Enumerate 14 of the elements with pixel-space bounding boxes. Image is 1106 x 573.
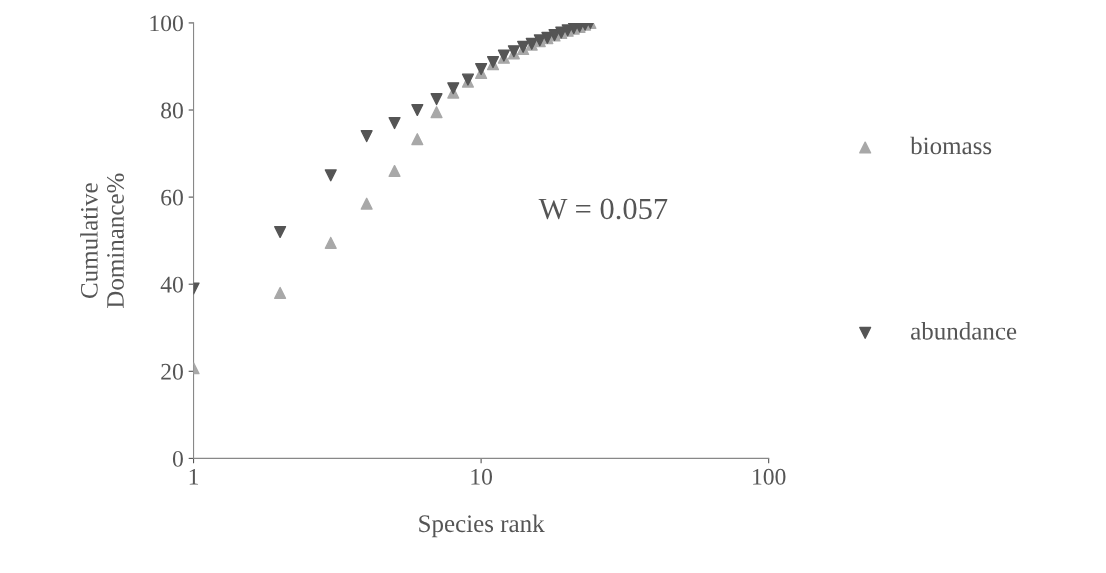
y-axis-title: Cumulative Dominance%	[80, 173, 124, 308]
y-tick-label: 100	[150, 15, 183, 32]
y-tick-label: 40	[160, 276, 183, 293]
x-axis-title: Species rank	[419, 514, 545, 538]
annotation: W = 0.057	[538, 198, 668, 220]
legend-label: biomass	[910, 136, 992, 155]
y-tick-label: 80	[161, 102, 183, 119]
y-tick-label: 0	[172, 450, 183, 467]
y-tick-label: 60	[161, 189, 183, 206]
x-tick-label: 100	[753, 468, 786, 485]
x-tick-label: 10	[471, 468, 493, 485]
legend-label: abundance	[911, 322, 1017, 340]
x-tick-label: 1	[189, 468, 199, 485]
y-tick-label: 20	[161, 363, 183, 380]
